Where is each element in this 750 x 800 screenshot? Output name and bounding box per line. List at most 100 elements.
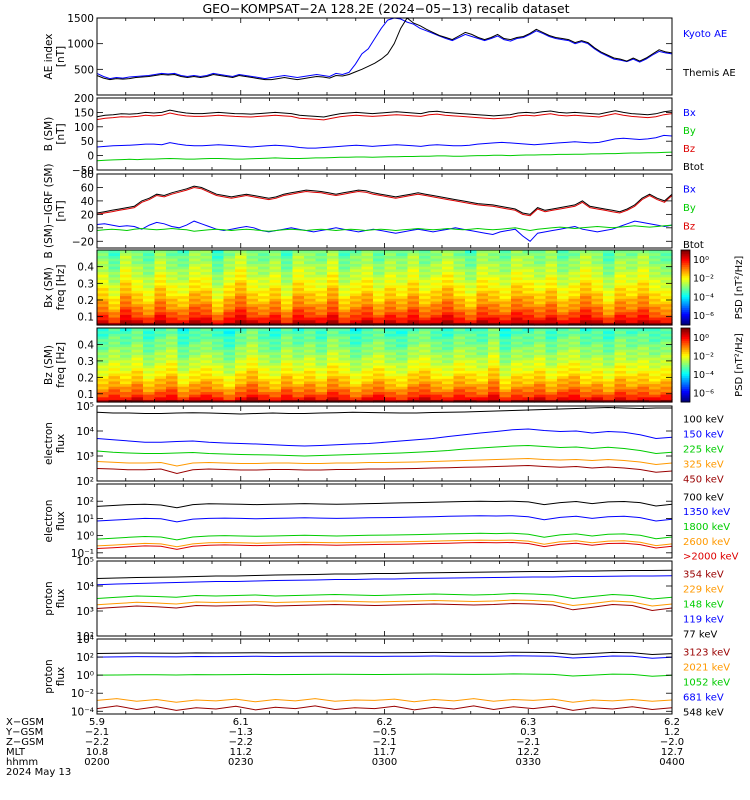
spectrogram-cell [246, 383, 259, 387]
spectrogram-cell [235, 341, 248, 345]
spectrogram-cell [108, 322, 121, 326]
spectrogram-cell [258, 383, 271, 387]
spectrogram-cell [177, 333, 190, 337]
spectrogram-cell [465, 367, 478, 371]
spectrogram-cell [189, 266, 202, 270]
spectrogram-cell [626, 346, 639, 350]
spectrogram-cell [453, 380, 466, 385]
spectrogram-cell [373, 287, 386, 291]
spectrogram-cell [522, 365, 535, 369]
series-line-119-kev [96, 575, 673, 586]
spectrogram-cell [373, 271, 386, 275]
spectrogram-cell [131, 263, 144, 267]
spectrogram-cell [97, 298, 110, 302]
spectrogram-cell [327, 274, 340, 278]
spectrogram-cell [465, 394, 478, 398]
y-axis-label: proton [43, 581, 55, 615]
spectrogram-cell [488, 391, 501, 395]
spectrogram-cell [603, 276, 616, 281]
spectrogram-cell [419, 372, 432, 377]
spectrogram-cell [545, 287, 558, 291]
spectrogram-cell [557, 311, 570, 315]
spectrogram-cell [154, 394, 167, 398]
spectrogram-cell [235, 380, 248, 385]
spectrogram-cell [649, 274, 662, 278]
spectrogram-cell [177, 268, 190, 273]
colorbar-label: PSD [nT²/Hz] [734, 256, 745, 320]
spectrogram-cell [568, 300, 581, 305]
spectrogram-cell [269, 274, 282, 278]
spectrogram-cell [350, 279, 363, 283]
series-line-kyoto-ae [96, 17, 673, 80]
spectrogram-cell [350, 295, 363, 299]
spectrogram-cell [660, 362, 673, 366]
y-tick-label: 1000 [67, 39, 94, 51]
spectrogram-cell [131, 365, 144, 369]
spectrogram-cell [223, 300, 236, 305]
spectrogram-cell [499, 284, 512, 289]
orbit-row-label: MLT [6, 747, 26, 758]
spectrogram-cell [120, 357, 133, 361]
spectrogram-cell [557, 266, 570, 270]
spectrogram-cell [304, 274, 317, 278]
spectrogram-cell [476, 316, 489, 321]
spectrogram-cell [419, 335, 432, 340]
spectrogram-cell [649, 271, 662, 275]
spectrogram-cell [637, 290, 650, 294]
spectrogram-cell [430, 319, 443, 323]
spectrogram-cell [476, 346, 489, 350]
spectrogram-cell [660, 372, 673, 377]
spectrogram-cell [430, 343, 443, 348]
spectrogram-cell [327, 338, 340, 342]
spectrogram-cell [488, 338, 501, 342]
spectrogram-cell [361, 394, 374, 398]
spectrogram-cell [154, 362, 167, 366]
spectrogram-cell [315, 383, 328, 387]
series-line-2021-kev [96, 698, 673, 703]
spectrogram-cell [189, 284, 202, 289]
spectrogram-cell [212, 383, 225, 387]
spectrogram-cell [200, 391, 213, 395]
spectrogram-cell [373, 279, 386, 283]
spectrogram-cell [465, 370, 478, 374]
spectrogram-cell [430, 284, 443, 289]
orbit-value: −2.2 [229, 737, 253, 748]
spectrogram-cell [614, 322, 627, 326]
spectrogram-cell [304, 399, 317, 403]
spectrogram-cell [626, 370, 639, 374]
spectrogram-cell [269, 343, 282, 348]
spectrogram-cell [557, 300, 570, 305]
spectrogram-cell [603, 351, 616, 356]
colorbar-frame [680, 327, 691, 403]
spectrogram-cell [361, 316, 374, 321]
spectrogram-cell [545, 396, 558, 400]
y-tick-label: 0.4 [77, 262, 94, 274]
spectrogram-cell [97, 300, 110, 305]
orbit-value: 6.3 [520, 717, 536, 728]
y-axis-label: flux [55, 667, 67, 686]
spectrogram-cell [476, 351, 489, 356]
spectrogram-cell [108, 351, 121, 356]
spectrogram-cell [522, 383, 535, 387]
spectrogram-cell [235, 359, 248, 363]
spectrogram-cell [166, 328, 179, 332]
spectrogram-cell [488, 333, 501, 337]
spectrogram-cell [315, 388, 328, 393]
spectrogram-cell [281, 268, 294, 273]
spectrogram-cell [534, 349, 547, 353]
spectrogram-cell [120, 279, 133, 283]
colorbar-swatch [681, 298, 690, 302]
spectrogram-cell [315, 322, 328, 326]
spectrogram-cell [442, 386, 455, 390]
spectrogram-cell [154, 367, 167, 371]
spectrogram-cell [407, 396, 420, 400]
spectrogram-cell [177, 319, 190, 323]
spectrogram-cell [511, 290, 524, 294]
spectrogram-cell [304, 295, 317, 299]
spectrogram-cell [545, 333, 558, 337]
legend-entry: 1052 keV [683, 678, 730, 689]
spectrogram-cell [200, 263, 213, 267]
spectrogram-cell [177, 276, 190, 281]
spectrogram-cell [614, 359, 627, 363]
spectrogram-cell [419, 383, 432, 387]
